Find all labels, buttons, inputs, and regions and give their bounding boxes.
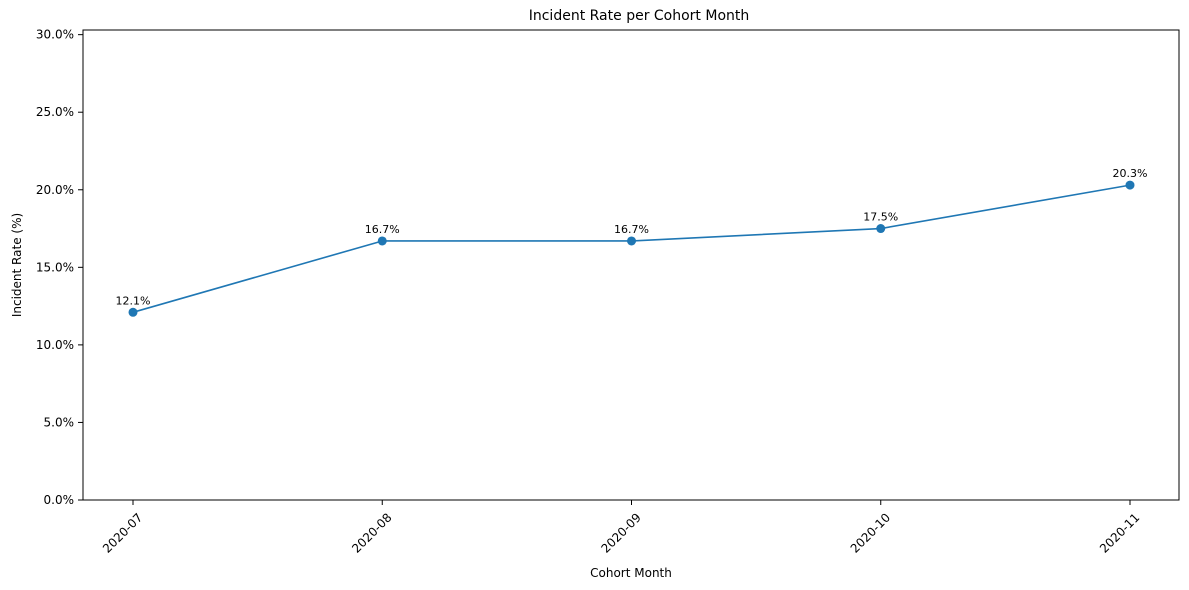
y-axis-label: Incident Rate (%) [10, 213, 24, 317]
data-point [876, 224, 886, 234]
y-tick-label: 30.0% [36, 28, 74, 42]
series-line [132, 184, 1131, 314]
y-axis: 0.0% 5.0% 10.0% 15.0% 20.0% 25.0% 30.0% [36, 28, 83, 507]
data-point [128, 307, 138, 317]
y-tick-label: 25.0% [36, 105, 74, 119]
y-tick-label: 5.0% [44, 415, 75, 429]
y-tick-label: 15.0% [36, 260, 74, 274]
y-tick-label: 10.0% [36, 338, 74, 352]
x-tick-label: 2020-08 [349, 510, 394, 555]
y-tick-label: 0.0% [44, 493, 75, 507]
data-point [377, 236, 387, 246]
data-label: 16.7% [614, 223, 649, 236]
x-tick-label: 2020-11 [1097, 510, 1142, 555]
chart-title: Incident Rate per Cohort Month [529, 8, 750, 24]
data-label: 20.3% [1113, 167, 1148, 180]
y-tick-label: 20.0% [36, 183, 74, 197]
x-axis-label: Cohort Month [590, 566, 672, 580]
data-point [1125, 180, 1135, 190]
data-label: 16.7% [365, 223, 400, 236]
plot-area: 12.1% 16.7% 16.7% 17.5% 20.3% [116, 167, 1148, 317]
x-tick-label: 2020-10 [848, 510, 893, 555]
x-tick-label: 2020-07 [100, 510, 145, 555]
data-point [627, 236, 636, 246]
x-axis: 2020-07 2020-08 2020-09 2020-10 2020-11 [100, 500, 1142, 556]
data-label: 12.1% [116, 294, 151, 307]
data-label: 17.5% [863, 211, 898, 224]
x-tick-label: 2020-09 [598, 510, 643, 555]
plot-frame [82, 29, 1180, 501]
